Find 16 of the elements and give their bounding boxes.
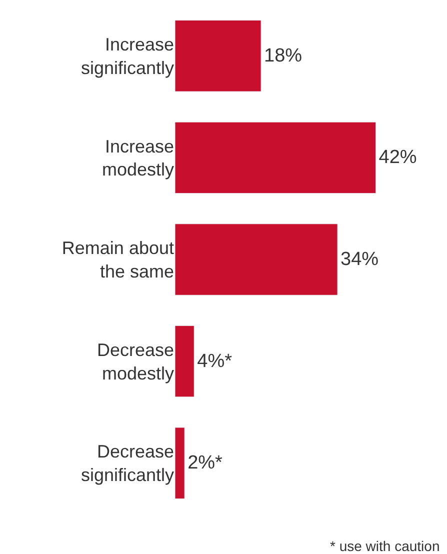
data-label: 42% <box>378 147 417 168</box>
y-tick-label: Increase modestly <box>102 136 174 180</box>
data-label: 18% <box>264 45 302 66</box>
bar <box>175 224 338 296</box>
y-tick-label: Increase significantly <box>80 34 174 78</box>
y-tick-label: Remain about the same <box>62 238 174 282</box>
data-label: 4%* <box>197 350 233 372</box>
text: * use with caution <box>330 538 440 554</box>
bar <box>175 122 376 194</box>
y-tick-label: Decrease modestly <box>96 340 174 384</box>
bar <box>175 427 185 499</box>
bar <box>175 20 262 92</box>
y-tick-label: Decrease significantly <box>80 442 174 486</box>
bar <box>175 325 194 398</box>
data-label: 2%* <box>188 452 224 474</box>
data-label: 34% <box>340 249 379 270</box>
